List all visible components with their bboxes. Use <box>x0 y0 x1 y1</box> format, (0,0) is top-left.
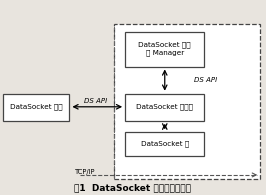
Bar <box>125 94 205 121</box>
Text: DataSocket 控件: DataSocket 控件 <box>10 104 63 111</box>
Bar <box>114 24 260 179</box>
Text: DataSocket 服务
器 Manager: DataSocket 服务 器 Manager <box>138 42 191 57</box>
Text: DataSocket 库: DataSocket 库 <box>141 141 189 147</box>
Bar <box>125 32 205 66</box>
Text: DS API: DS API <box>194 77 217 83</box>
Text: TCP/IP: TCP/IP <box>75 169 95 175</box>
Text: DataSocket 服务器: DataSocket 服务器 <box>136 104 193 111</box>
Bar <box>3 94 69 121</box>
Text: DS API: DS API <box>84 98 107 104</box>
Text: 图1  DataSocket 工作原理示意图: 图1 DataSocket 工作原理示意图 <box>74 183 192 192</box>
Bar <box>125 132 205 156</box>
